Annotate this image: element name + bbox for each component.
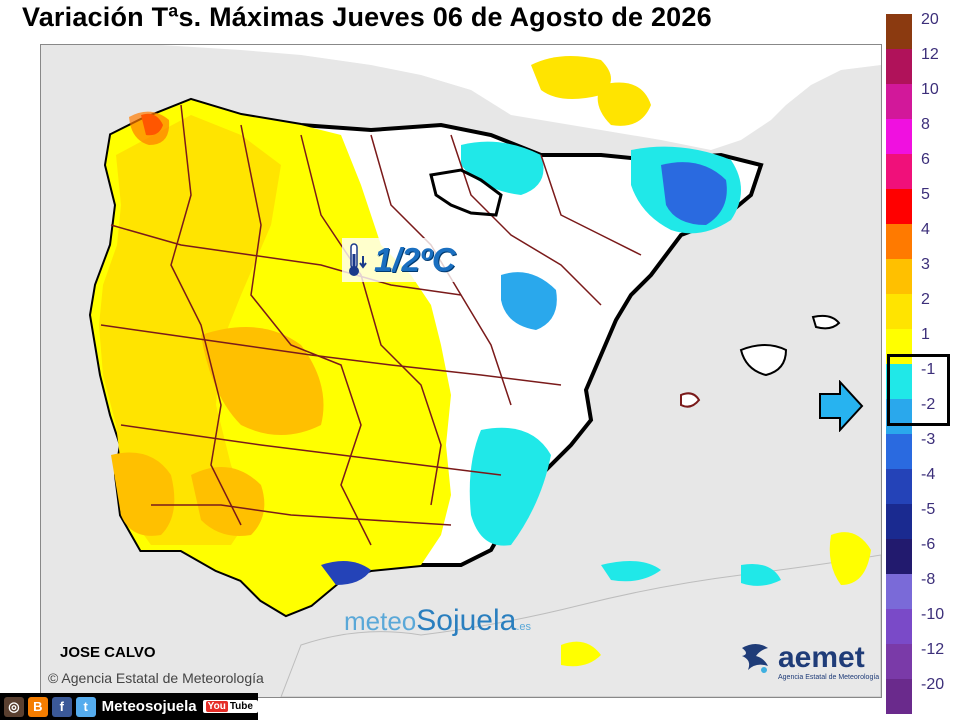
legend-swatch — [886, 14, 912, 49]
legend-label: 6 — [921, 151, 930, 168]
watermark: meteoSojuela.es — [344, 604, 531, 638]
legend-swatch — [886, 504, 912, 539]
youtube-a: You — [205, 701, 228, 712]
legend-label: 1 — [921, 326, 930, 343]
warm-region-center — [201, 327, 324, 435]
balearic-ibiza — [680, 392, 701, 408]
aemet-swirl-icon — [742, 644, 768, 673]
temperature-map — [88, 45, 881, 697]
legend-label: 20 — [921, 11, 939, 28]
legend-swatch — [886, 679, 912, 714]
annotation-text: 1/2ºC — [374, 241, 456, 278]
legend-swatch — [886, 84, 912, 119]
legend-label: -5 — [921, 501, 936, 518]
legend-swatch — [886, 154, 912, 189]
legend-label: -2 — [921, 396, 936, 413]
africa-cool-patch — [601, 561, 661, 582]
thermometer-down-icon — [349, 243, 367, 276]
land-africa — [280, 554, 881, 697]
instagram-icon[interactable]: ◎ — [4, 696, 24, 717]
legend-swatch — [886, 189, 912, 224]
legend-swatch — [886, 259, 912, 294]
legend-swatch — [886, 224, 912, 259]
legend-highlight-box — [887, 354, 950, 426]
aemet-word: aemet — [778, 641, 865, 674]
province-borders — [100, 104, 642, 546]
legend-label: 12 — [921, 46, 939, 63]
legend-label: -3 — [921, 431, 936, 448]
legend-label: 10 — [921, 81, 939, 98]
legend-swatch — [886, 119, 912, 154]
cool-region-northeast-deep — [661, 162, 727, 225]
legend-swatch — [886, 434, 912, 469]
la-rioja-outline — [429, 168, 503, 217]
legend-label: -8 — [921, 571, 936, 588]
balearic-menorca — [811, 314, 841, 330]
social-name: Meteosojuela — [101, 698, 197, 715]
legend-swatch — [886, 364, 912, 399]
legend-swatch — [886, 574, 912, 609]
legend-label: -1 — [921, 361, 936, 378]
legend-label: -6 — [921, 536, 936, 553]
legend-swatch — [886, 294, 912, 329]
cool-region-center-east — [501, 272, 557, 330]
legend-swatch — [886, 609, 912, 644]
warm-region-west-deep — [99, 115, 281, 545]
france-warm-patch — [531, 56, 611, 99]
cool-region-east — [469, 427, 551, 546]
france-warm-patch-2 — [597, 82, 651, 126]
africa-cool-patch-2 — [741, 564, 781, 586]
legend-label: -10 — [921, 606, 945, 623]
legend-label: -20 — [921, 676, 945, 693]
youtube-b: Tube — [229, 701, 253, 712]
legend-label: 4 — [921, 221, 930, 238]
temperature-annotation: 1/2ºC — [342, 238, 464, 282]
map-title: Variación Tªs. Máximas Jueves 06 de Agos… — [22, 2, 712, 32]
cool-region-south — [321, 561, 371, 585]
aemet-subtitle: Agencia Estatal de Meteorología — [778, 674, 880, 681]
blogger-icon[interactable]: B — [27, 696, 48, 717]
africa-warm-patch-2 — [829, 532, 871, 585]
legend-swatch — [886, 469, 912, 504]
aemet-logo: aemet — [738, 640, 865, 676]
copyright-label: © Agencia Estatal de Meteorología — [48, 670, 264, 686]
watermark-part3: .es — [516, 621, 532, 633]
facebook-icon[interactable]: f — [51, 696, 72, 717]
legend-label: 2 — [921, 291, 930, 308]
arrow-right-icon — [819, 380, 864, 432]
map-frame — [40, 44, 882, 698]
twitter-icon[interactable]: t — [75, 696, 96, 717]
legend-label: -12 — [921, 641, 945, 658]
legend-label: 5 — [921, 186, 930, 203]
legend-swatch — [886, 49, 912, 84]
legend-swatch — [886, 644, 912, 679]
warm-region-south-center — [191, 467, 265, 536]
watermark-part2: Sojuela — [416, 604, 517, 637]
balearic-mallorca — [739, 344, 788, 377]
legend-swatch — [886, 329, 912, 364]
author-label: JOSE CALVO — [60, 644, 156, 661]
legend-swatch — [886, 399, 912, 434]
warm-region-southwest — [111, 452, 175, 536]
watermark-part1: meteo — [344, 606, 417, 636]
legend-label: 8 — [921, 116, 930, 133]
africa-warm-patch — [561, 641, 601, 667]
warm-region-northwest-orange — [129, 111, 170, 145]
land-france — [161, 45, 881, 150]
youtube-icon[interactable]: You Tube — [202, 700, 258, 713]
legend-swatch — [886, 539, 912, 574]
legend-label: 3 — [921, 256, 930, 273]
legend-label: -4 — [921, 466, 936, 483]
social-bar: ◎ B f t Meteosojuela You Tube — [0, 693, 258, 720]
